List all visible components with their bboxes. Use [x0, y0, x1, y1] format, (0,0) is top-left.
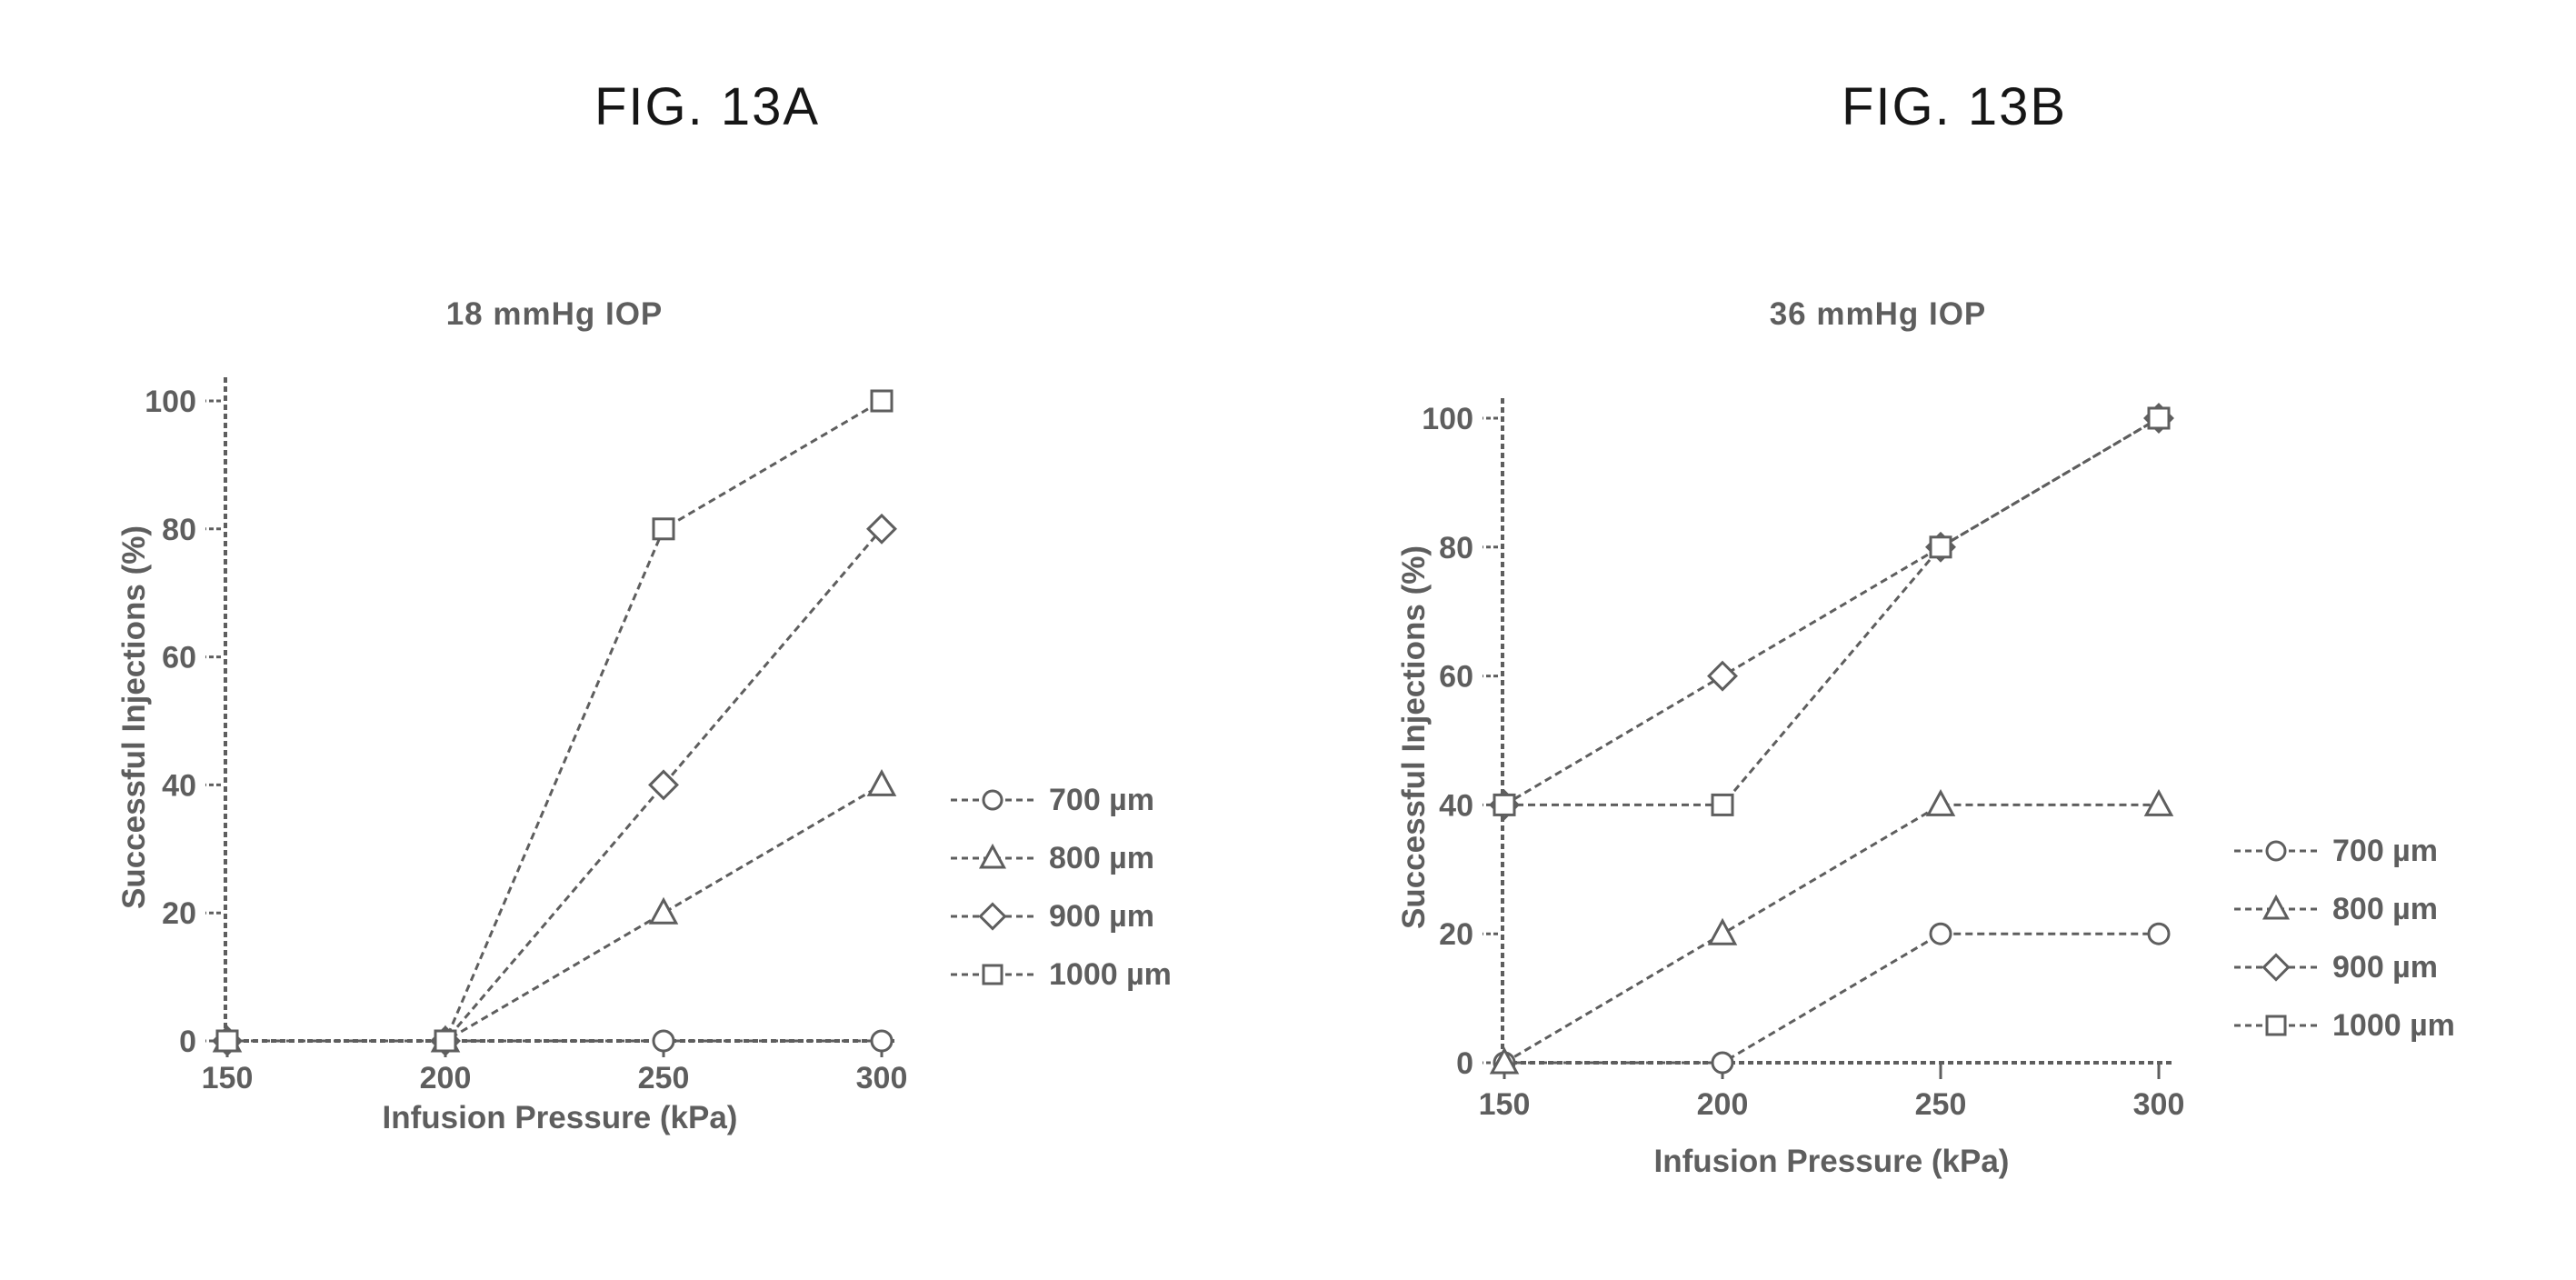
- legend-label-900um: 900 µm: [1049, 898, 1154, 934]
- y-tick-label: 100: [145, 385, 196, 419]
- legend-item-1000um: 1000 µm: [949, 945, 1172, 1004]
- chart-1-markers-1000m: [1493, 406, 2171, 816]
- x-tick-label: 250: [1915, 1087, 1967, 1122]
- x-tick-label: 300: [856, 1061, 908, 1095]
- y-tick-label: 20: [162, 896, 196, 931]
- chart-a-title: 18 mmHg IOP: [445, 296, 664, 332]
- chart-0-axes: 0 20 40 60 80 100 150 200 250 300: [145, 377, 907, 1095]
- y-tick-label: 60: [1439, 660, 1473, 695]
- chart-0-series-1000m: [227, 399, 883, 1043]
- chart-a-x-axis-label: Infusion Pressure (kPa): [382, 1100, 738, 1135]
- y-tick-label: 100: [1422, 402, 1473, 436]
- legend-label-800um: 800 µm: [2332, 891, 2438, 926]
- chart-1-series-800m: [1503, 803, 2159, 1065]
- chart-a-y-axis-label: Successful Injections (%): [116, 525, 152, 910]
- triangle-marker-icon: [949, 838, 1036, 878]
- legend-label-700um: 700 µm: [2332, 833, 2438, 868]
- y-tick-label: 80: [162, 513, 196, 547]
- legend-item-800um: 800 µm: [2232, 880, 2455, 938]
- chart-a-legend: 700 µm 800 µm 900 µm 1000 µm: [949, 771, 1172, 1004]
- y-tick-label: 80: [1439, 531, 1473, 565]
- chart-1-axes: 0 20 40 60 80 100 150 200 250 300: [1422, 398, 2184, 1122]
- chart-0-markers-800m: [212, 768, 897, 1053]
- fig-13a-label: FIG. 13A: [594, 77, 821, 136]
- chart-1: 0 20 40 60 80 100 150 200 250 300: [1422, 398, 2184, 1122]
- x-tick-label: 150: [1479, 1087, 1531, 1122]
- chart-1-markers-800m: [1489, 788, 2174, 1075]
- chart-b-y-axis-label: Successful Injections (%): [1396, 545, 1432, 930]
- chart-b-title: 36 mmHg IOP: [1769, 296, 1987, 332]
- square-marker-icon: [2232, 1005, 2320, 1045]
- chart-0-series-800m: [227, 784, 883, 1043]
- x-tick-label: 200: [420, 1061, 472, 1095]
- legend-item-800um: 800 µm: [949, 829, 1172, 887]
- legend-label-1000um: 1000 µm: [2332, 1007, 2455, 1043]
- x-tick-label: 300: [2133, 1087, 2185, 1122]
- chart-0-markers-1000m: [215, 389, 894, 1053]
- y-tick-label: 60: [162, 641, 196, 675]
- chart-b-legend: 700 µm 800 µm 900 µm 1000 µm: [2232, 822, 2455, 1055]
- square-marker-icon: [949, 955, 1036, 995]
- legend-item-700um: 700 µm: [949, 771, 1172, 829]
- legend-label-700um: 700 µm: [1049, 782, 1154, 817]
- y-tick-label: 20: [1439, 917, 1473, 952]
- legend-label-900um: 900 µm: [2332, 949, 2438, 985]
- chart-b-x-axis-label: Infusion Pressure (kPa): [1653, 1144, 2010, 1179]
- x-tick-label: 200: [1697, 1087, 1749, 1122]
- diamond-marker-icon: [2232, 947, 2320, 987]
- x-tick-label: 150: [202, 1061, 254, 1095]
- chart-1-series-900m: [1503, 416, 2160, 806]
- circle-marker-icon: [2232, 831, 2320, 871]
- triangle-marker-icon: [2232, 889, 2320, 929]
- legend-label-800um: 800 µm: [1049, 840, 1154, 875]
- y-tick-label: 0: [179, 1025, 196, 1059]
- chart-1-series-700m: [1504, 932, 2159, 1065]
- legend-item-900um: 900 µm: [2232, 938, 2455, 996]
- legend-item-900um: 900 µm: [949, 887, 1172, 945]
- diamond-marker-icon: [949, 896, 1036, 936]
- chart-1-series-1000m: [1504, 416, 2160, 806]
- circle-marker-icon: [949, 780, 1036, 820]
- x-tick-label: 250: [638, 1061, 690, 1095]
- chart-0: 0 20 40 60 80 100 150 200 250 300: [145, 377, 907, 1095]
- legend-item-1000um: 1000 µm: [2232, 996, 2455, 1055]
- legend-item-700um: 700 µm: [2232, 822, 2455, 880]
- fig-13b-label: FIG. 13B: [1841, 77, 2068, 136]
- legend-label-1000um: 1000 µm: [1049, 956, 1172, 992]
- y-tick-label: 40: [1439, 788, 1473, 823]
- y-tick-label: 40: [162, 768, 196, 803]
- y-tick-label: 0: [1456, 1046, 1473, 1081]
